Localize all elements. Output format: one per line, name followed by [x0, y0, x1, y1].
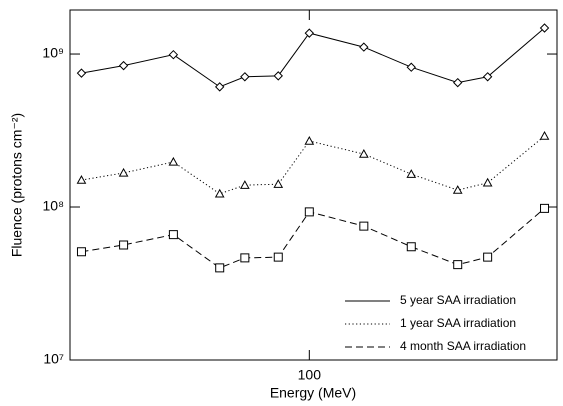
triangle-marker [482, 177, 493, 187]
plot-frame [69, 9, 558, 361]
diamond-marker [118, 60, 129, 71]
triangle-marker [76, 175, 87, 184]
triangle-marker [358, 148, 369, 158]
diamond-marker [304, 28, 315, 38]
y-tick-label: 10⁸ [43, 198, 65, 214]
square-marker [540, 203, 550, 213]
square-marker [406, 242, 416, 252]
diamond-marker [453, 77, 463, 88]
diamond-marker [76, 68, 87, 78]
diamond-marker [482, 72, 493, 82]
square-marker [359, 221, 369, 231]
series-line [81, 27, 545, 88]
triangle-marker [273, 179, 284, 188]
triangle-marker [539, 131, 550, 140]
series-line [81, 135, 545, 195]
square-marker [304, 207, 314, 217]
triangle-marker [214, 188, 225, 198]
diamond-marker [359, 42, 369, 52]
legend-label: 4 month SAA irradiation [400, 339, 526, 353]
diamond-marker [406, 62, 416, 72]
triangle-marker [168, 156, 179, 166]
diamond-marker [214, 82, 225, 92]
square-marker [273, 252, 283, 262]
series-line [81, 207, 545, 269]
triangle-marker [240, 180, 250, 189]
triangle-marker [304, 135, 315, 145]
legend-label: 1 year SAA irradiation [400, 316, 516, 330]
y-axis-label: Fluence (protons cm⁻²) [9, 113, 25, 257]
diamond-marker [273, 71, 283, 81]
triangle-marker [452, 185, 463, 194]
square-marker [240, 253, 250, 263]
y-tick-label: 10⁹ [42, 45, 64, 61]
square-marker [119, 240, 129, 250]
triangle-marker [406, 169, 417, 178]
diamond-marker [539, 23, 550, 33]
diamond-marker [168, 49, 179, 60]
x-axis-label: Energy (MeV) [270, 385, 356, 401]
x-tick-label: 100 [298, 367, 322, 383]
square-marker [168, 230, 178, 240]
y-tick-label: 10⁷ [43, 351, 64, 367]
triangle-marker [118, 167, 129, 177]
square-marker [483, 252, 493, 262]
legend-label: 5 year SAA irradiation [400, 293, 516, 307]
square-marker [453, 260, 463, 270]
square-marker [215, 263, 225, 273]
square-marker [76, 247, 86, 257]
diamond-marker [240, 72, 250, 82]
